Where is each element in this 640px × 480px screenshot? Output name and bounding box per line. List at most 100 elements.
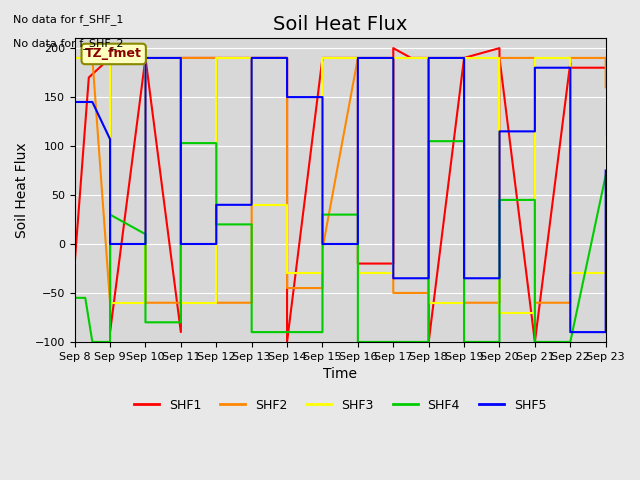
SHF5 [354, 55, 362, 61]
Line: SHF4: SHF4 [75, 141, 605, 342]
SHF1 [389, 45, 397, 51]
SHF1 [284, 339, 291, 345]
SHF4 [212, 140, 220, 146]
SHF3 [460, 55, 468, 61]
SHF4 [460, 339, 468, 345]
SHF2 [495, 55, 503, 61]
SHF1 [460, 55, 468, 61]
SHF4 [248, 329, 255, 335]
SHF4 [566, 339, 574, 345]
SHF2 [177, 55, 185, 61]
SHF4 [566, 339, 574, 345]
SHF3 [106, 55, 114, 61]
Legend: SHF1, SHF2, SHF3, SHF4, SHF5: SHF1, SHF2, SHF3, SHF4, SHF5 [129, 394, 551, 417]
SHF4 [106, 339, 114, 345]
SHF2 [389, 290, 397, 296]
SHF2 [566, 300, 574, 306]
SHF5 [425, 55, 433, 61]
SHF1 [407, 55, 415, 61]
SHF1 [354, 55, 362, 61]
SHF1 [566, 60, 574, 66]
SHF4 [212, 221, 220, 227]
SHF3 [531, 55, 539, 61]
SHF3 [248, 202, 255, 208]
SHF5 [212, 241, 220, 247]
SHF1 [602, 65, 609, 71]
SHF2 [319, 246, 326, 252]
SHF4 [248, 221, 255, 227]
SHF4 [177, 320, 185, 325]
SHF4 [354, 339, 362, 345]
SHF2 [389, 55, 397, 61]
SHF2 [531, 300, 539, 306]
SHF4 [460, 138, 468, 144]
SHF3 [106, 300, 114, 306]
SHF3 [212, 300, 220, 306]
SHF5 [88, 99, 96, 105]
SHF1 [141, 55, 149, 61]
SHF1 [177, 329, 185, 335]
SHF5 [284, 55, 291, 61]
SHF5 [460, 55, 468, 61]
SHF2 [425, 290, 433, 296]
SHF4 [284, 329, 291, 335]
SHF5 [425, 276, 433, 281]
SHF4 [141, 231, 149, 237]
Line: SHF1: SHF1 [75, 48, 605, 342]
SHF1 [248, 55, 255, 61]
SHF5 [141, 55, 149, 61]
SHF2 [106, 300, 114, 306]
SHF3 [141, 300, 149, 306]
SHF1 [141, 55, 149, 61]
SHF5 [531, 129, 539, 134]
SHF3 [389, 55, 397, 61]
SHF5 [177, 241, 185, 247]
SHF4 [177, 140, 185, 146]
SHF2 [460, 55, 468, 61]
SHF4 [284, 329, 291, 335]
SHF4 [531, 339, 539, 345]
SHF4 [81, 295, 89, 301]
SHF1 [319, 55, 326, 61]
SHF4 [141, 320, 149, 325]
SHF2 [106, 55, 114, 61]
SHF3 [460, 300, 468, 306]
SHF4 [389, 339, 397, 345]
SHF5 [212, 202, 220, 208]
SHF3 [177, 55, 185, 61]
SHF1 [425, 339, 433, 345]
SHF5 [389, 55, 397, 61]
SHF4 [106, 212, 114, 217]
SHF3 [602, 271, 609, 276]
SHF2 [177, 300, 185, 306]
SHF1 [531, 339, 539, 345]
SHF2 [566, 55, 574, 61]
SHF2 [88, 55, 96, 61]
X-axis label: Time: Time [323, 367, 357, 381]
SHF3 [71, 55, 79, 61]
SHF5 [248, 55, 255, 61]
SHF1 [212, 55, 220, 61]
Title: Soil Heat Flux: Soil Heat Flux [273, 15, 407, 34]
SHF3 [566, 55, 574, 61]
SHF4 [495, 197, 503, 203]
Text: No data for f_SHF_1: No data for f_SHF_1 [13, 14, 123, 25]
SHF1 [460, 55, 468, 61]
SHF2 [248, 55, 255, 61]
SHF1 [248, 55, 255, 61]
SHF1 [495, 55, 503, 61]
SHF1 [212, 55, 220, 61]
SHF2 [141, 300, 149, 306]
SHF4 [602, 172, 609, 178]
SHF5 [602, 168, 609, 173]
SHF3 [248, 55, 255, 61]
SHF2 [460, 300, 468, 306]
SHF4 [425, 339, 433, 345]
SHF2 [141, 55, 149, 61]
SHF2 [284, 285, 291, 291]
SHF5 [354, 241, 362, 247]
SHF5 [141, 241, 149, 247]
SHF3 [531, 310, 539, 315]
SHF5 [566, 329, 574, 335]
SHF2 [602, 55, 609, 61]
